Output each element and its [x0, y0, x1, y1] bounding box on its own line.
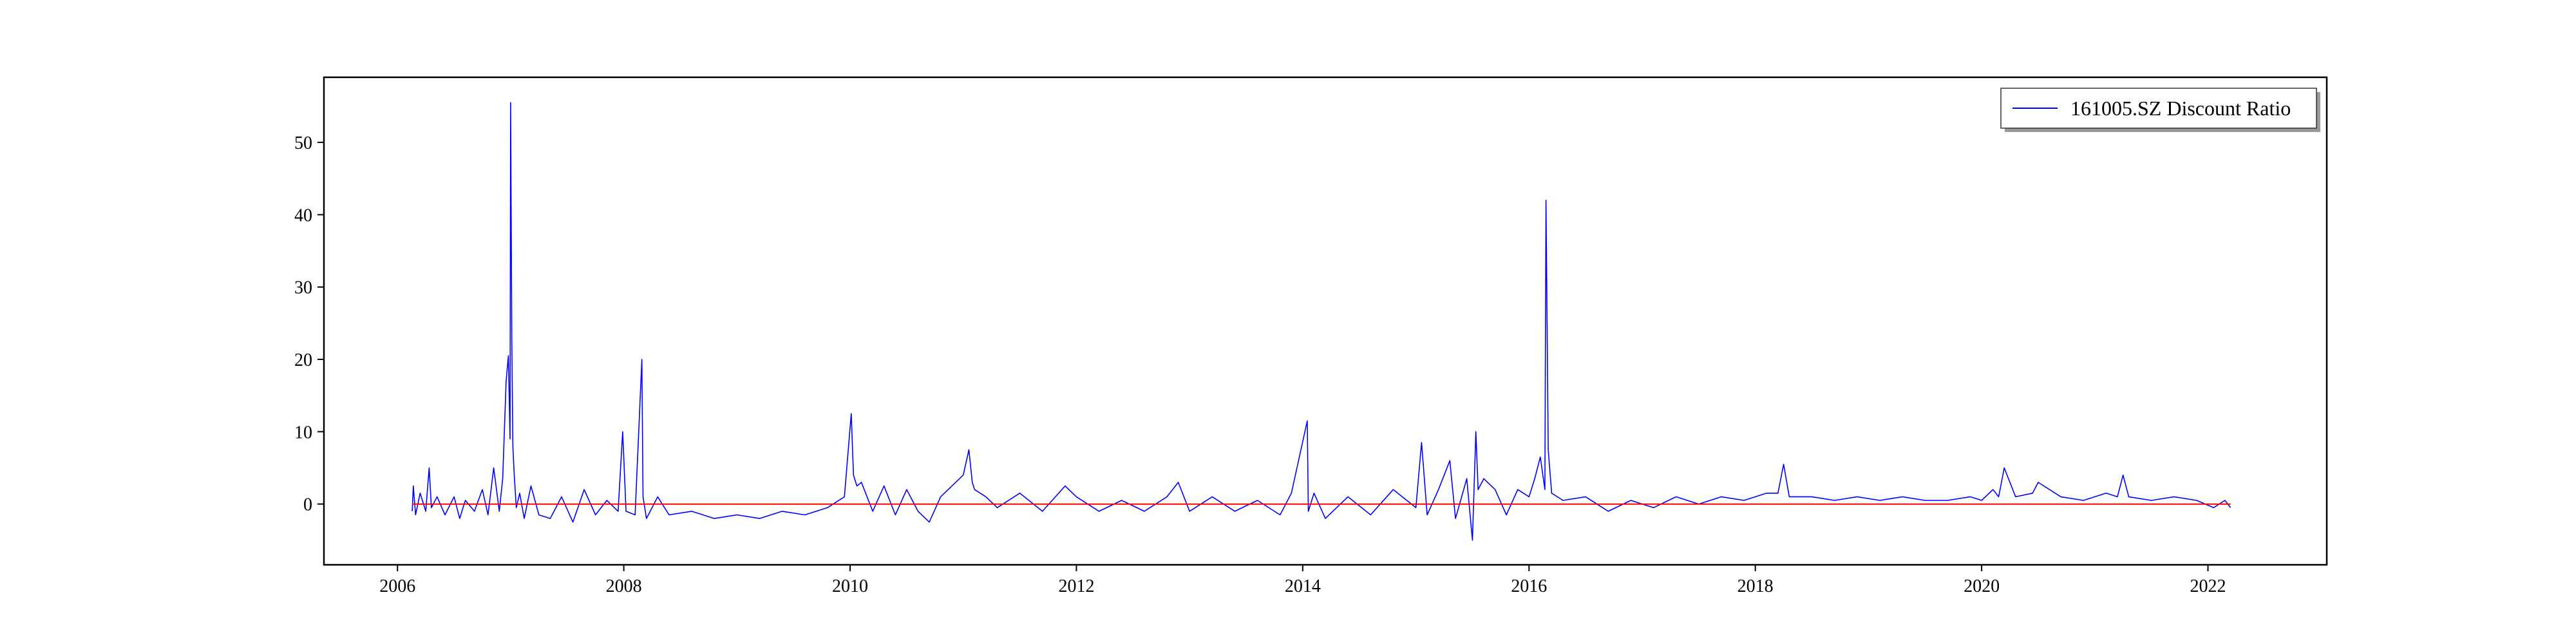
- x-tick-label: 2012: [1058, 576, 1094, 596]
- legend-label: 161005.SZ Discount Ratio: [2070, 97, 2291, 120]
- y-tick-label: 10: [294, 422, 312, 442]
- x-tick-label: 2020: [1964, 576, 2000, 596]
- y-tick-label: 0: [303, 495, 312, 515]
- plot-frame: [323, 76, 2328, 566]
- x-tick-label: 2022: [2190, 576, 2226, 596]
- x-tick-label: 2018: [1738, 576, 1774, 596]
- y-tick-label: 20: [294, 350, 312, 370]
- x-tick-label: 2014: [1285, 576, 1321, 596]
- x-tick-label: 2006: [379, 576, 415, 596]
- y-tick-label: 30: [294, 278, 312, 298]
- x-tick-label: 2016: [1511, 576, 1547, 596]
- y-tick-label: 40: [294, 205, 312, 225]
- legend: 161005.SZ Discount Ratio: [2000, 88, 2320, 132]
- series-layer: [412, 102, 2231, 541]
- y-axis: 0 10 20 30 40 50: [294, 133, 324, 515]
- y-tick-label: 50: [294, 133, 312, 153]
- x-tick-label: 2010: [832, 576, 868, 596]
- x-tick-label: 2008: [606, 576, 642, 596]
- x-axis: 2006 2008 2010 2012 2014 2016 2018 2020 2022: [379, 565, 2226, 596]
- series-discount-ratio-line: [412, 102, 2231, 541]
